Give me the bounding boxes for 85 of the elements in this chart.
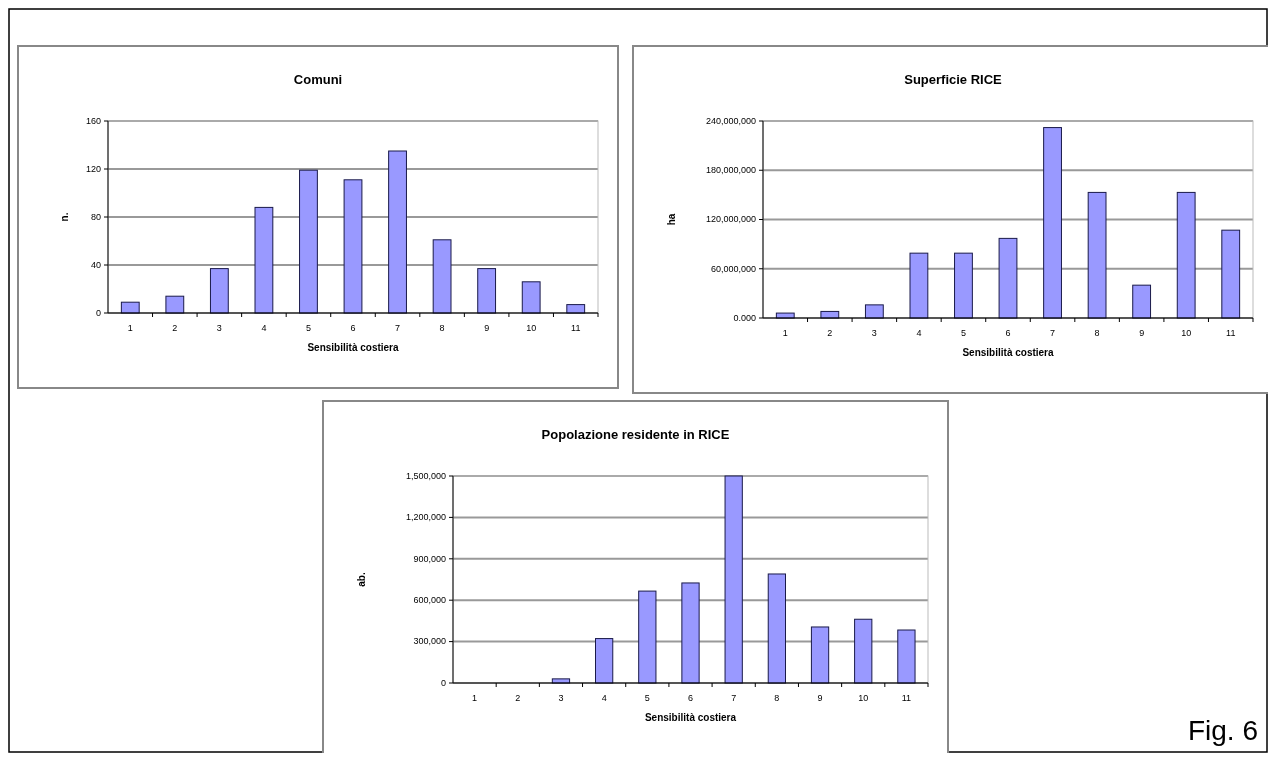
y-tick-label: 1,200,000 bbox=[405, 512, 446, 523]
x-axis-title: Sensibilità costiera bbox=[962, 347, 1055, 358]
y-tick-label: 0.000 bbox=[733, 312, 756, 323]
y-tick-label: 300,000 bbox=[413, 636, 446, 647]
x-tick-label: 1 bbox=[782, 328, 788, 338]
x-tick-label: 4 bbox=[601, 693, 607, 703]
x-tick-label: 3 bbox=[558, 693, 564, 703]
bar bbox=[724, 475, 743, 684]
chart-title: Popolazione residente in RICE bbox=[541, 427, 730, 442]
y-tick-label: 80 bbox=[90, 211, 101, 222]
y-tick-label: 240,000,000 bbox=[705, 115, 756, 126]
bar bbox=[1221, 229, 1241, 319]
bar bbox=[388, 150, 407, 314]
x-tick-label: 5 bbox=[960, 328, 966, 338]
caption: Fig. 6 bbox=[1187, 715, 1258, 746]
x-axis-title: Sensibilità costiera bbox=[644, 712, 737, 723]
x-tick-label: 4 bbox=[261, 323, 267, 333]
x-tick-label: 9 bbox=[1139, 328, 1145, 338]
y-tick-label: 40 bbox=[90, 259, 101, 270]
chart-title: Comuni bbox=[293, 72, 343, 87]
bar bbox=[854, 618, 873, 684]
y-axis-title: ab. bbox=[356, 572, 367, 587]
bar bbox=[1132, 284, 1152, 319]
bar bbox=[477, 268, 497, 314]
bar bbox=[767, 573, 786, 684]
x-tick-label: 4 bbox=[916, 328, 922, 338]
x-tick-label: 8 bbox=[439, 323, 445, 333]
x-tick-label: 9 bbox=[484, 323, 490, 333]
y-tick-label: 900,000 bbox=[413, 553, 446, 564]
y-tick-label: 160 bbox=[85, 115, 101, 126]
x-tick-label: 8 bbox=[1094, 328, 1100, 338]
x-tick-label: 3 bbox=[871, 328, 877, 338]
y-tick-label: 600,000 bbox=[413, 595, 446, 606]
y-tick-label: 0 bbox=[440, 677, 446, 688]
chart-title: Superficie RICE bbox=[904, 72, 1003, 87]
y-axis-title: ha bbox=[666, 213, 677, 226]
bar bbox=[1176, 191, 1196, 319]
x-tick-label: 1 bbox=[472, 693, 478, 703]
x-axis-title: Sensibilità costiera bbox=[307, 342, 400, 353]
y-tick-label: 120 bbox=[85, 163, 101, 174]
x-tick-label: 10 bbox=[858, 693, 869, 703]
x-tick-label: 7 bbox=[1050, 328, 1056, 338]
x-tick-label: 2 bbox=[172, 323, 178, 333]
x-tick-label: 11 bbox=[571, 323, 581, 333]
bar bbox=[909, 252, 929, 319]
x-tick-label: 2 bbox=[515, 693, 521, 703]
x-tick-label: 6 bbox=[1005, 328, 1011, 338]
x-tick-label: 2 bbox=[827, 328, 833, 338]
y-tick-label: 0 bbox=[95, 307, 101, 318]
x-tick-label: 9 bbox=[817, 693, 823, 703]
y-tick-label: 120,000,000 bbox=[705, 214, 756, 225]
y-tick-label: 1,500,000 bbox=[405, 470, 446, 481]
bar bbox=[343, 179, 363, 314]
x-tick-label: 10 bbox=[1181, 328, 1192, 338]
x-tick-label: 6 bbox=[350, 323, 356, 333]
y-axis-title: n. bbox=[59, 212, 70, 222]
bar bbox=[595, 638, 614, 684]
y-tick-label: 60,000,000 bbox=[710, 263, 756, 274]
bar bbox=[897, 629, 916, 684]
x-tick-label: 11 bbox=[901, 693, 912, 703]
bar bbox=[954, 252, 973, 319]
bar bbox=[254, 206, 274, 314]
bar bbox=[165, 295, 185, 314]
bar bbox=[432, 239, 452, 314]
x-tick-label: 1 bbox=[127, 323, 133, 333]
y-tick-label: 180,000,000 bbox=[705, 165, 756, 176]
x-tick-label: 7 bbox=[731, 693, 737, 703]
x-tick-label: 11 bbox=[1226, 328, 1236, 338]
bar bbox=[209, 268, 229, 314]
bar bbox=[638, 590, 657, 684]
x-tick-label: 8 bbox=[774, 693, 780, 703]
x-tick-label: 3 bbox=[216, 323, 222, 333]
x-tick-label: 10 bbox=[526, 323, 537, 333]
bar bbox=[299, 169, 318, 314]
bar bbox=[998, 237, 1018, 319]
bar bbox=[521, 281, 541, 314]
bar bbox=[810, 626, 830, 684]
x-tick-label: 6 bbox=[687, 693, 694, 703]
bar bbox=[1043, 127, 1062, 319]
bar bbox=[864, 304, 884, 319]
bar bbox=[681, 582, 700, 684]
x-tick-label: 7 bbox=[395, 323, 401, 333]
bar bbox=[1087, 191, 1107, 319]
x-tick-label: 5 bbox=[644, 693, 650, 703]
x-tick-label: 5 bbox=[305, 323, 311, 333]
